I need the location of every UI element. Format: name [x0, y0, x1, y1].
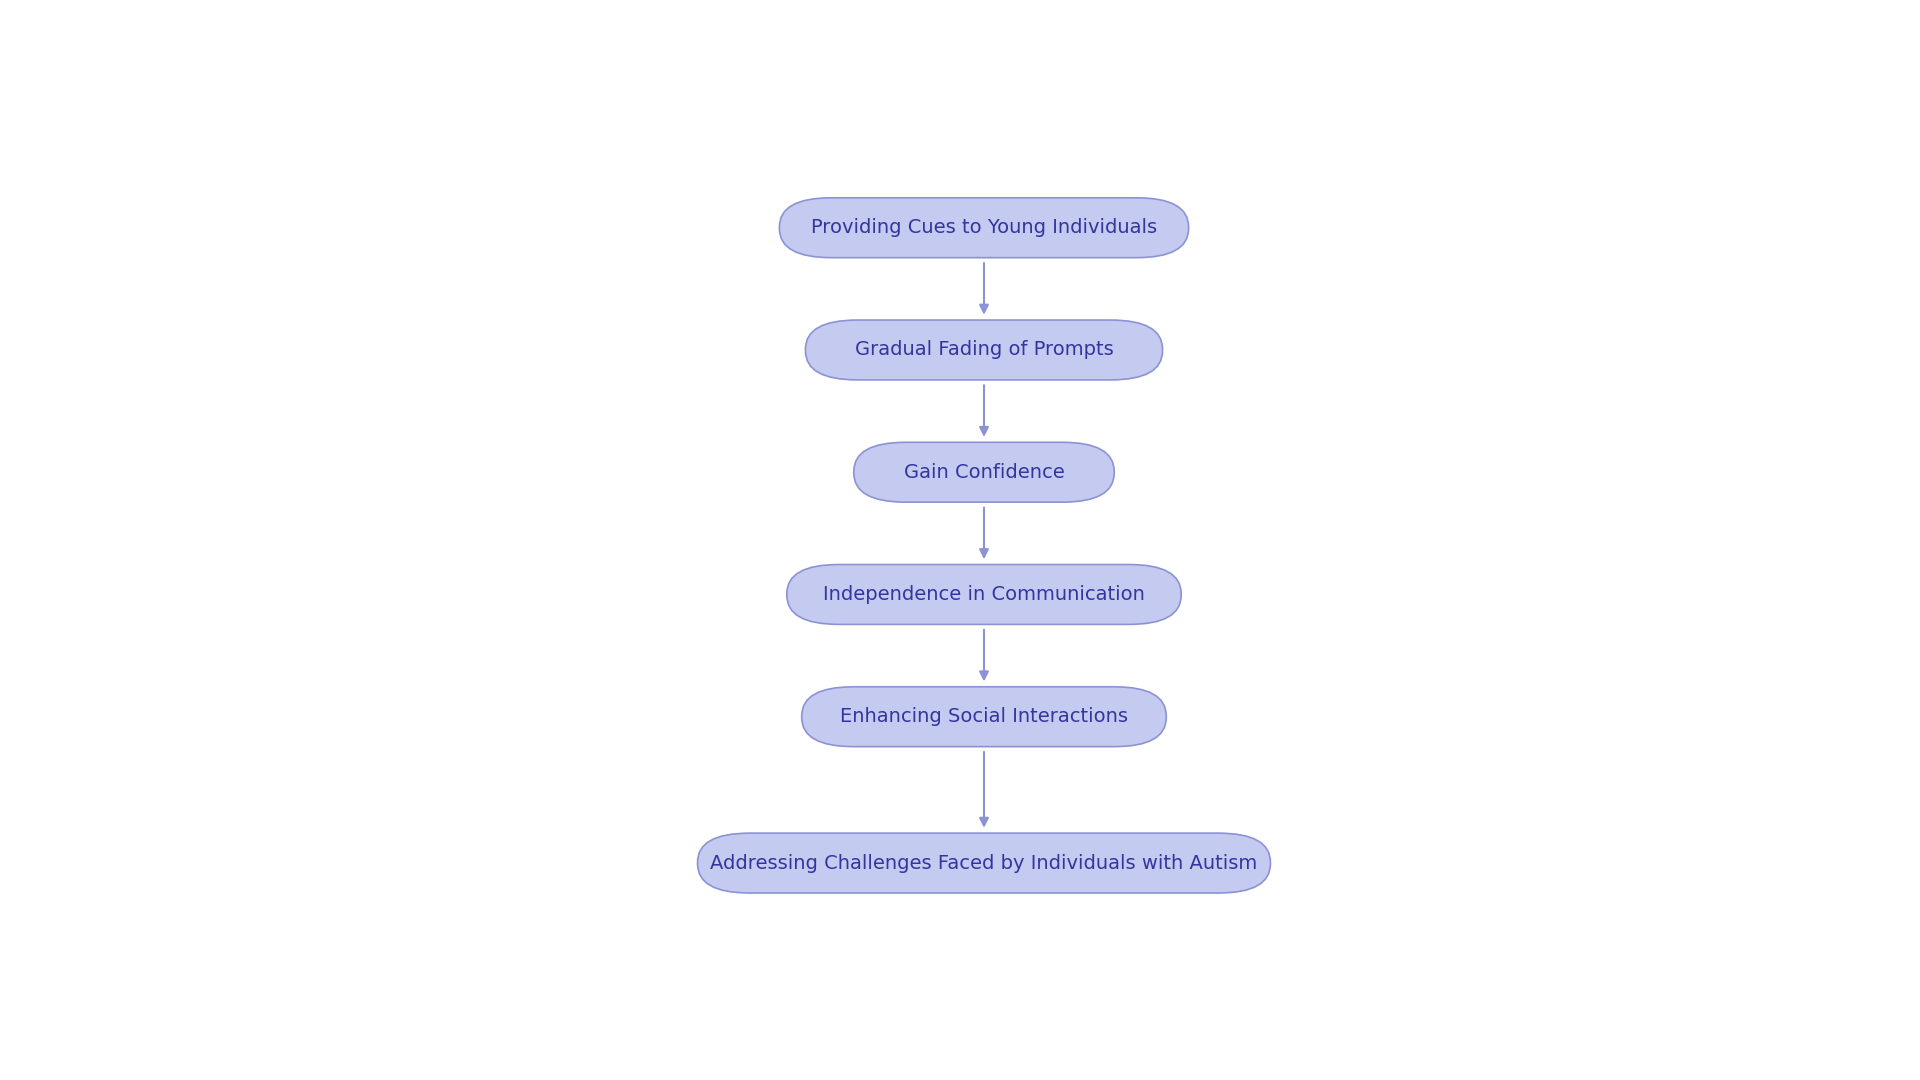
FancyBboxPatch shape	[806, 320, 1162, 380]
FancyBboxPatch shape	[780, 198, 1188, 258]
Text: Enhancing Social Interactions: Enhancing Social Interactions	[841, 707, 1129, 726]
FancyBboxPatch shape	[787, 565, 1181, 624]
FancyBboxPatch shape	[697, 833, 1271, 893]
FancyBboxPatch shape	[854, 443, 1114, 502]
FancyBboxPatch shape	[803, 687, 1165, 746]
Text: Addressing Challenges Faced by Individuals with Autism: Addressing Challenges Faced by Individua…	[710, 853, 1258, 873]
Text: Independence in Communication: Independence in Communication	[824, 585, 1144, 604]
Text: Providing Cues to Young Individuals: Providing Cues to Young Individuals	[810, 218, 1158, 238]
Text: Gradual Fading of Prompts: Gradual Fading of Prompts	[854, 340, 1114, 360]
Text: Gain Confidence: Gain Confidence	[904, 462, 1064, 482]
